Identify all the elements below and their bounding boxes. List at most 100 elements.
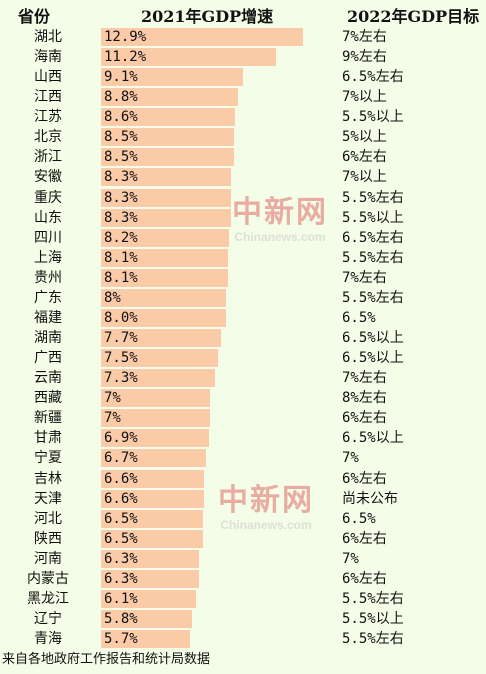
province-label: 山东 xyxy=(34,209,62,226)
province-label: 内蒙古 xyxy=(27,570,69,587)
growth-value-label: 6.7% xyxy=(104,450,138,467)
target-label: 7%左右 xyxy=(342,269,387,286)
growth-bar xyxy=(101,168,231,187)
watermark-logo-text: 中新网 xyxy=(218,483,314,518)
province-label: 广东 xyxy=(34,289,62,306)
province-label: 湖南 xyxy=(34,330,62,347)
province-label: 重庆 xyxy=(34,189,62,206)
growth-value-label: 7% xyxy=(104,390,121,407)
growth-bar xyxy=(101,188,231,207)
growth-bar xyxy=(101,489,205,508)
province-label: 宁夏 xyxy=(34,450,62,467)
growth-value-label: 8.1% xyxy=(104,269,138,286)
target-label: 5.5%左右 xyxy=(342,631,404,648)
growth-value-label: 8.3% xyxy=(104,169,138,186)
province-label: 甘肃 xyxy=(34,430,62,447)
province-label: 西藏 xyxy=(34,390,62,407)
growth-value-label: 11.2% xyxy=(104,49,147,66)
province-label: 山西 xyxy=(34,69,62,86)
province-label: 上海 xyxy=(34,249,62,266)
growth-value-label: 6.3% xyxy=(104,550,138,567)
province-label: 江西 xyxy=(34,89,62,106)
target-label: 7%左右 xyxy=(342,370,387,387)
watermark-url: Chinanews.com xyxy=(220,518,312,532)
growth-value-label: 7.7% xyxy=(104,330,138,347)
growth-value-label: 6.5% xyxy=(104,530,138,547)
growth-bar xyxy=(101,148,234,167)
growth-value-label: 6.6% xyxy=(104,470,138,487)
header-growth: 2021年GDP增速 xyxy=(141,7,274,26)
growth-bar xyxy=(101,610,192,629)
watermark-top: 中新网 Chinanews.com xyxy=(232,195,328,245)
growth-value-label: 7% xyxy=(104,410,121,427)
province-label: 河北 xyxy=(34,510,62,527)
target-label: 6%左右 xyxy=(342,570,387,587)
province-label: 湖北 xyxy=(34,29,62,45)
province-label: 陕西 xyxy=(34,530,62,547)
province-label: 河南 xyxy=(34,550,62,567)
source-note: 来自各地政府工作报告和统计局数据 xyxy=(2,652,211,667)
growth-value-label: 9.1% xyxy=(104,69,138,86)
province-label: 天津 xyxy=(34,490,62,507)
target-label: 6%左右 xyxy=(342,470,387,487)
target-label: 尚未公布 xyxy=(342,490,398,507)
province-label: 广西 xyxy=(34,350,62,367)
target-label: 5.5%以上 xyxy=(342,209,404,226)
growth-bar xyxy=(101,389,211,408)
growth-bar xyxy=(101,108,236,127)
target-label: 6%左右 xyxy=(342,530,387,547)
growth-value-label: 7.5% xyxy=(104,350,138,367)
growth-bar xyxy=(101,409,211,428)
watermark-logo-text: 中新网 xyxy=(232,195,328,230)
growth-value-label: 12.9% xyxy=(104,29,147,45)
growth-bar xyxy=(101,268,228,287)
growth-bar xyxy=(101,369,216,388)
growth-bar xyxy=(101,288,226,307)
growth-value-label: 5.7% xyxy=(104,631,138,648)
target-label: 6%左右 xyxy=(342,410,387,427)
growth-bar xyxy=(101,329,222,348)
province-label: 福建 xyxy=(34,309,62,326)
growth-bar xyxy=(101,28,303,46)
target-label: 6.5%以上 xyxy=(342,330,404,347)
growth-value-label: 6.1% xyxy=(104,590,138,607)
target-label: 9%左右 xyxy=(342,49,387,66)
target-label: 7%以上 xyxy=(342,169,387,186)
target-label: 7%左右 xyxy=(342,29,387,45)
province-label: 北京 xyxy=(34,129,62,146)
growth-value-label: 8.5% xyxy=(104,129,138,146)
province-label: 四川 xyxy=(34,229,62,246)
growth-value-label: 5.8% xyxy=(104,611,138,628)
watermark-url: Chinanews.com xyxy=(234,230,326,244)
province-label: 辽宁 xyxy=(34,611,62,628)
growth-bar xyxy=(101,630,191,649)
growth-value-label: 8.8% xyxy=(104,89,138,106)
growth-value-label: 6.6% xyxy=(104,490,138,507)
growth-bar xyxy=(101,449,206,468)
target-label: 6.5%以上 xyxy=(342,430,404,447)
watermark-bottom: 中新网 Chinanews.com xyxy=(218,483,314,533)
target-label: 7%以上 xyxy=(342,89,387,106)
growth-value-label: 8% xyxy=(104,289,121,306)
growth-value-label: 6.5% xyxy=(104,510,138,527)
target-label: 7% xyxy=(342,450,359,467)
province-label: 新疆 xyxy=(34,410,62,427)
target-label: 5.5%以上 xyxy=(342,611,404,628)
growth-bar xyxy=(101,308,226,327)
growth-bar xyxy=(101,128,234,147)
province-label: 吉林 xyxy=(34,470,62,487)
growth-bar xyxy=(101,248,228,267)
growth-bar xyxy=(101,349,219,368)
target-label: 6.5%左右 xyxy=(342,69,404,86)
target-label: 6.5% xyxy=(342,510,376,527)
header-target: 2022年GDP目标 xyxy=(347,7,480,26)
growth-bar xyxy=(101,68,244,87)
province-label: 海南 xyxy=(34,49,62,66)
growth-bar xyxy=(101,208,231,227)
target-label: 5.5%以上 xyxy=(342,109,404,126)
growth-bar xyxy=(101,48,276,67)
growth-value-label: 8.0% xyxy=(104,309,138,326)
target-label: 5.5%左右 xyxy=(342,249,404,266)
province-label: 云南 xyxy=(34,370,62,387)
